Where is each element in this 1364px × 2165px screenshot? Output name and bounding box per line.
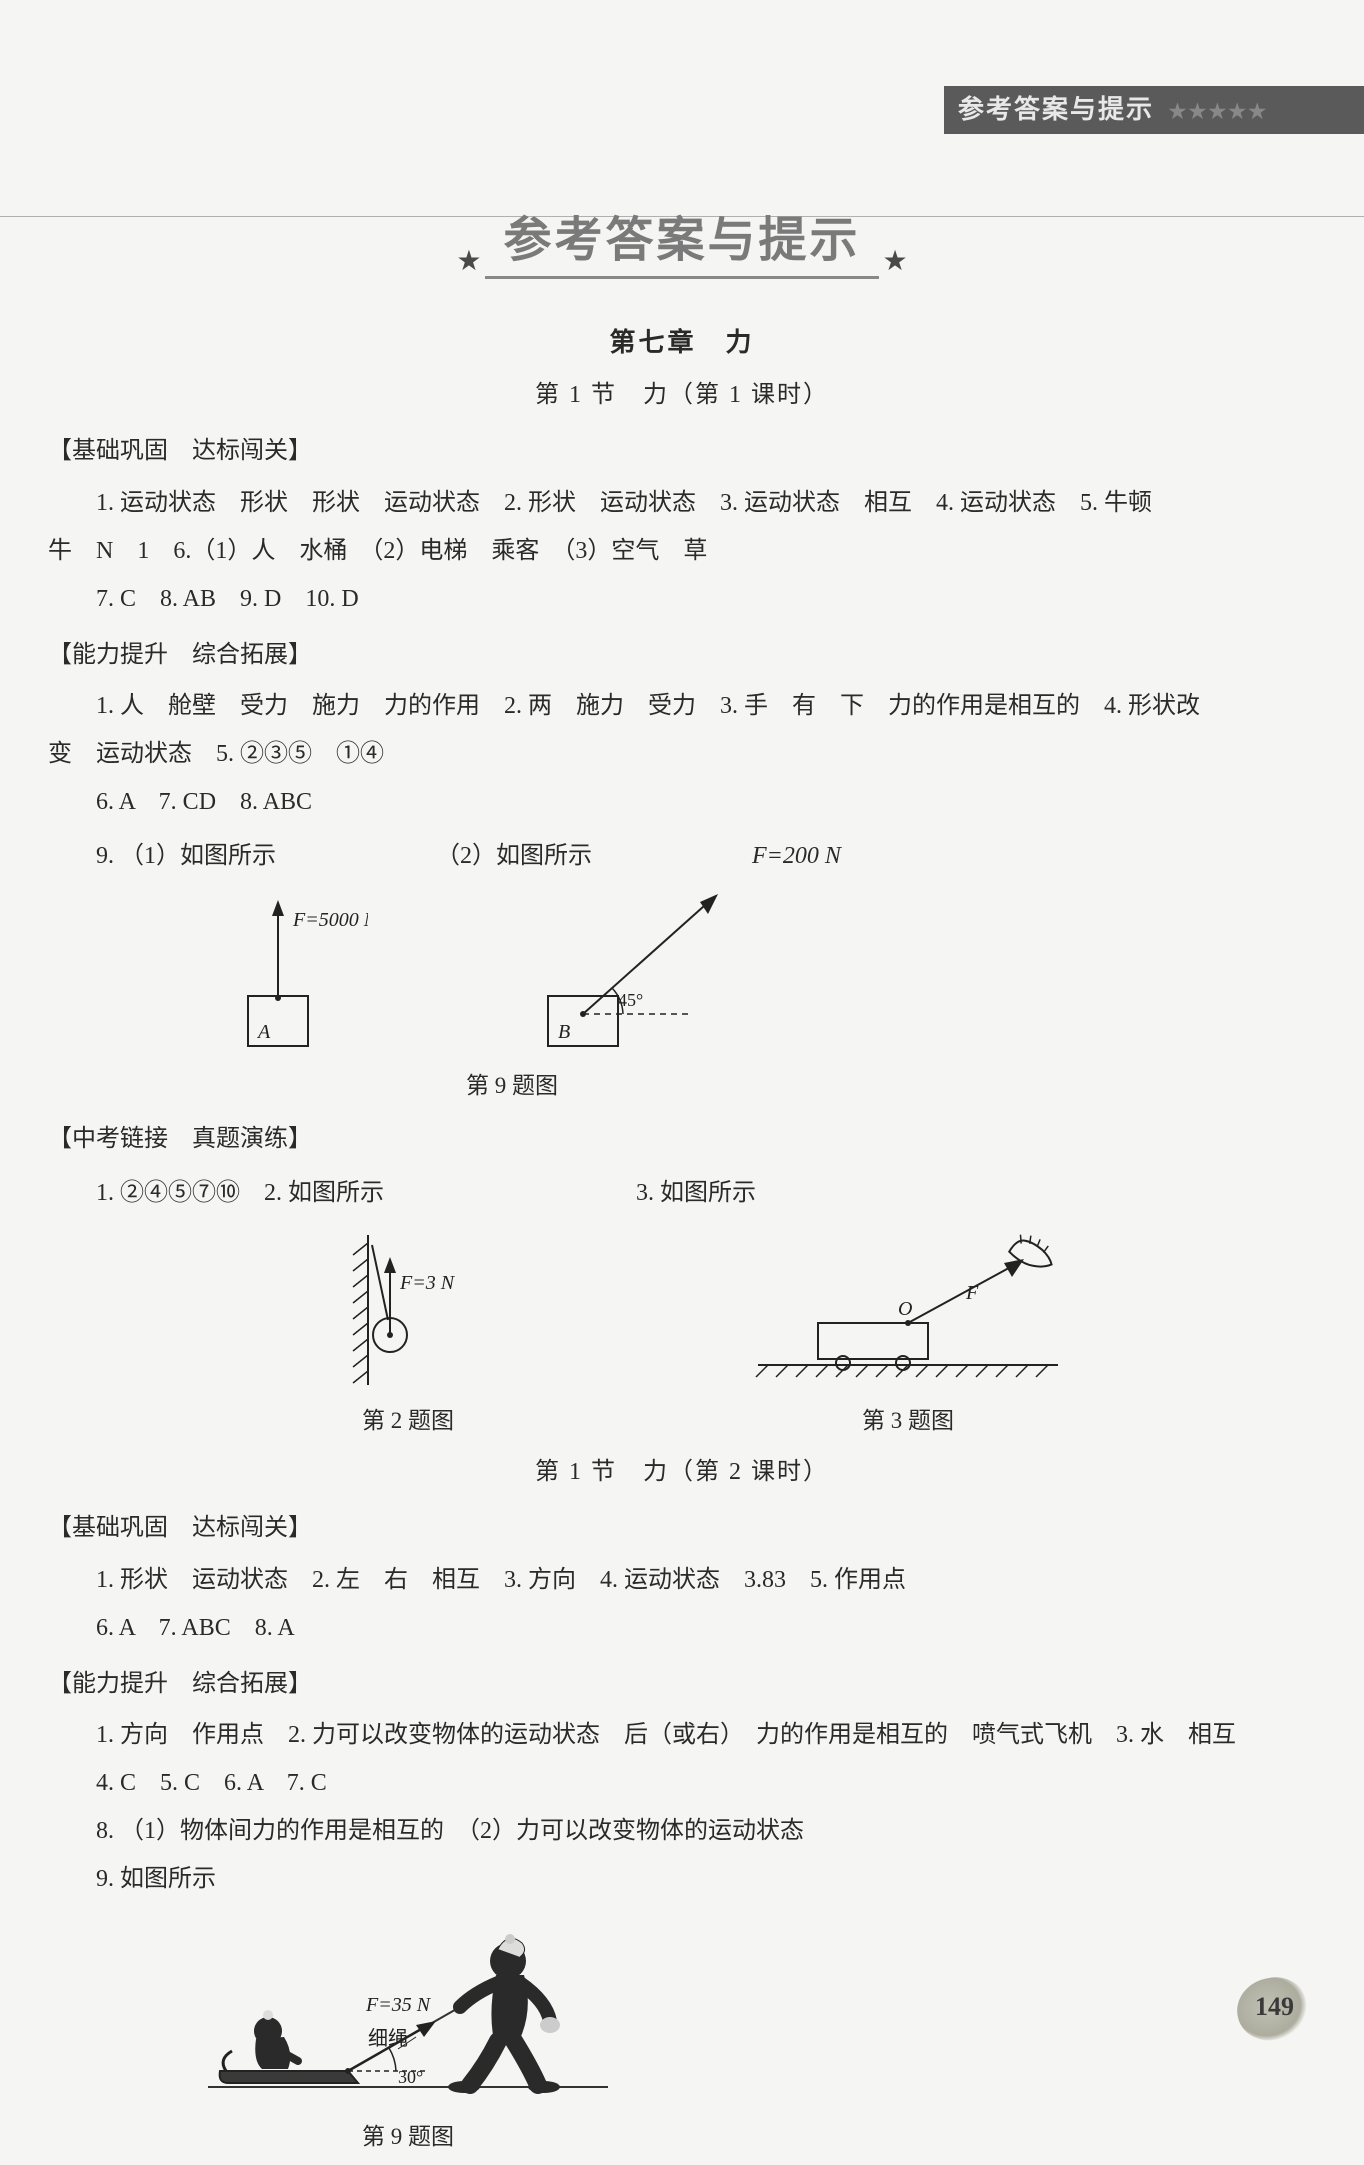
sec1-a3: 7. C 8. AB 9. D 10. D	[48, 575, 1316, 623]
sec2-a2: 6. A 7. ABC 8. A	[48, 1604, 1316, 1652]
fig9-right-F: F=200 N	[752, 834, 841, 880]
sec1-b4b: （2）如图所示	[436, 834, 592, 880]
fig3: O F 第 3 题图	[748, 1225, 1068, 1443]
sec2-fig9-angle-text: 30°	[398, 2067, 423, 2087]
sec1-a2: 牛 N 1 6.（1）人 水桶 （2）电梯 乘客 （3）空气 草	[48, 527, 1316, 575]
sec1-b2: 变 运动状态 5. ②③⑤ ①④	[48, 730, 1316, 778]
sec1-a1: 1. 运动状态 形状 形状 运动状态 2. 形状 运动状态 3. 运动状态 相互…	[48, 479, 1316, 527]
sec2-label-a: 【基础巩固 达标闯关】	[48, 1506, 1316, 1552]
header-badge: 参考答案与提示 ★★★★★	[944, 86, 1364, 134]
sec1-label-a: 【基础巩固 达标闯关】	[48, 429, 1316, 475]
fig3-O-text: O	[898, 1298, 912, 1320]
fig3-F-text: F	[965, 1282, 979, 1304]
sec2-fig9-caption: 第 9 题图	[362, 2115, 454, 2159]
fig3-svg: O F	[748, 1225, 1068, 1395]
fig9-right-B-text: B	[558, 1021, 570, 1043]
sec1-c2: 3. 如图所示	[636, 1171, 756, 1217]
main-title: 参考答案与提示	[485, 200, 878, 279]
fig9-left-A-text: A	[256, 1021, 271, 1043]
star-left-icon: ★	[456, 246, 481, 277]
header-badge-text: 参考答案与提示	[958, 95, 1154, 124]
sec2-fig9: 细绳 30°	[198, 1911, 618, 2159]
page-number: 149	[1255, 1992, 1294, 2022]
sec1-c1: 1. ②④⑤⑦⑩ 2. 如图所示	[96, 1171, 516, 1217]
star-right-icon: ★	[883, 246, 908, 277]
section2-title: 第 1 节 力（第 2 课时）	[48, 1450, 1316, 1496]
person-icon	[448, 1934, 560, 2093]
sec1-b3: 6. A 7. CD 8. ABC	[48, 778, 1316, 826]
fig3-caption: 第 3 题图	[862, 1399, 954, 1443]
sec2-fig9-F-text: F=35 N	[365, 1994, 432, 2016]
sec2-b4: 9. 如图所示	[48, 1855, 1316, 1903]
sec1-b1: 1. 人 舱壁 受力 施力 力的作用 2. 两 施力 受力 3. 手 有 下 力…	[48, 682, 1316, 730]
fig9-left-F-text: F=5000 N	[292, 909, 368, 931]
section1-title: 第 1 节 力（第 1 课时）	[48, 373, 1316, 419]
chapter-title: 第七章 力	[48, 318, 1316, 367]
fig9-right: 45° B	[528, 888, 788, 1058]
fig2: F=3 N 第 2 题图	[328, 1225, 488, 1443]
sec2-a1: 1. 形状 运动状态 2. 左 右 相互 3. 方向 4. 运动状态 3.83 …	[48, 1556, 1316, 1604]
fig2-caption: 第 2 题图	[362, 1399, 454, 1443]
sec2-fig9-svg: 细绳 30°	[198, 1911, 618, 2111]
sec2-b2: 4. C 5. C 6. A 7. C	[48, 1759, 1316, 1807]
sec2-label-b: 【能力提升 综合拓展】	[48, 1662, 1316, 1708]
fig9-right-svg: 45° B	[528, 888, 788, 1058]
sec1-label-b: 【能力提升 综合拓展】	[48, 633, 1316, 679]
content-area: 第七章 力 第 1 节 力（第 1 课时） 【基础巩固 达标闯关】 1. 运动状…	[48, 310, 1316, 2165]
header-badge-stars: ★★★★★	[1169, 101, 1269, 123]
fig9-right-angle-text: 45°	[618, 990, 643, 1010]
main-title-wrap: ★ 参考答案与提示 ★	[0, 200, 1364, 279]
fig9-caption: 第 9 题图	[0, 1064, 1316, 1108]
sec2-b3: 8. （1）物体间力的作用是相互的 （2）力可以改变物体的运动状态	[48, 1807, 1316, 1855]
fig9-left-svg: F=5000 N A	[188, 888, 368, 1058]
fig2-F-text: F=3 N	[399, 1272, 456, 1294]
sec1-label-c: 【中考链接 真题演练】	[48, 1117, 1316, 1163]
fig2-svg: F=3 N	[328, 1225, 488, 1395]
sec2-b1: 1. 方向 作用点 2. 力可以改变物体的运动状态 后（或右） 力的作用是相互的…	[48, 1711, 1316, 1759]
fig9-left: F=5000 N A	[188, 888, 368, 1058]
sec1-b4a: 9. （1）如图所示	[96, 834, 316, 880]
child-icon	[254, 2010, 298, 2069]
